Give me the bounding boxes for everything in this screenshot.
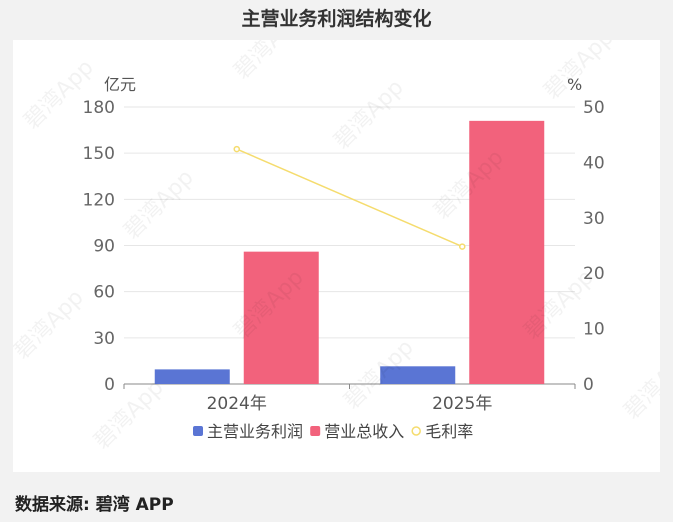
- left-tick-label: 150: [83, 144, 115, 164]
- left-tick-label: 60: [93, 283, 115, 303]
- legend-swatch: [411, 426, 421, 436]
- right-tick-label: 0: [583, 375, 594, 395]
- legend-swatch: [193, 426, 203, 436]
- line-point: [233, 145, 240, 153]
- left-tick-label: 90: [93, 237, 115, 257]
- left-tick-label: 120: [83, 190, 115, 210]
- chart-title: 主营业务利润结构变化: [241, 8, 432, 30]
- watermark-text: 碧湾App: [540, 40, 619, 104]
- right-axis-unit: %: [567, 75, 582, 94]
- left-axis-unit: 亿元: [104, 75, 136, 94]
- watermark-text: 碧湾App: [13, 285, 89, 364]
- data-source: 数据来源: 碧湾 APP: [15, 495, 174, 515]
- legend-label: 主营业务利润: [207, 422, 303, 441]
- legend-label: 营业总收入: [324, 422, 404, 441]
- watermark-text: 碧湾App: [120, 165, 199, 244]
- bar: [469, 120, 545, 384]
- watermark-text: 碧湾App: [620, 345, 660, 424]
- right-tick-label: 50: [583, 98, 605, 118]
- bar: [380, 366, 456, 384]
- line-series: [236, 148, 463, 248]
- chart-panel: 亿元% 0 30 60 90 120 150 180 0 10 20 30 40 50 2024年 2025年…: [10, 5, 673, 472]
- right-tick-label: 10: [583, 320, 605, 340]
- bar: [154, 369, 230, 384]
- left-tick-label: 0: [104, 375, 115, 395]
- line-point: [459, 243, 466, 250]
- right-tick-label: 30: [583, 209, 605, 229]
- legend-label: 毛利率: [425, 422, 473, 441]
- x-tick-label: 2024年: [207, 394, 267, 414]
- watermark-text: 碧湾App: [330, 75, 409, 154]
- watermark-text: 碧湾App: [20, 55, 99, 134]
- right-tick-label: 40: [583, 153, 605, 173]
- legend-swatch: [310, 426, 321, 436]
- watermark-text: 碧湾App: [230, 40, 309, 84]
- chart-svg: 亿元 % 0 30 60 90 120 150 180 0 10 20 30 40 50 2024年 2025年…: [10, 5, 673, 454]
- x-tick-label: 2025年: [432, 394, 492, 414]
- left-tick-label: 30: [93, 329, 115, 349]
- left-tick-label: 180: [83, 98, 115, 118]
- bar: [243, 251, 319, 384]
- watermark-text: 碧湾App: [90, 375, 169, 454]
- right-tick-label: 20: [583, 264, 605, 284]
